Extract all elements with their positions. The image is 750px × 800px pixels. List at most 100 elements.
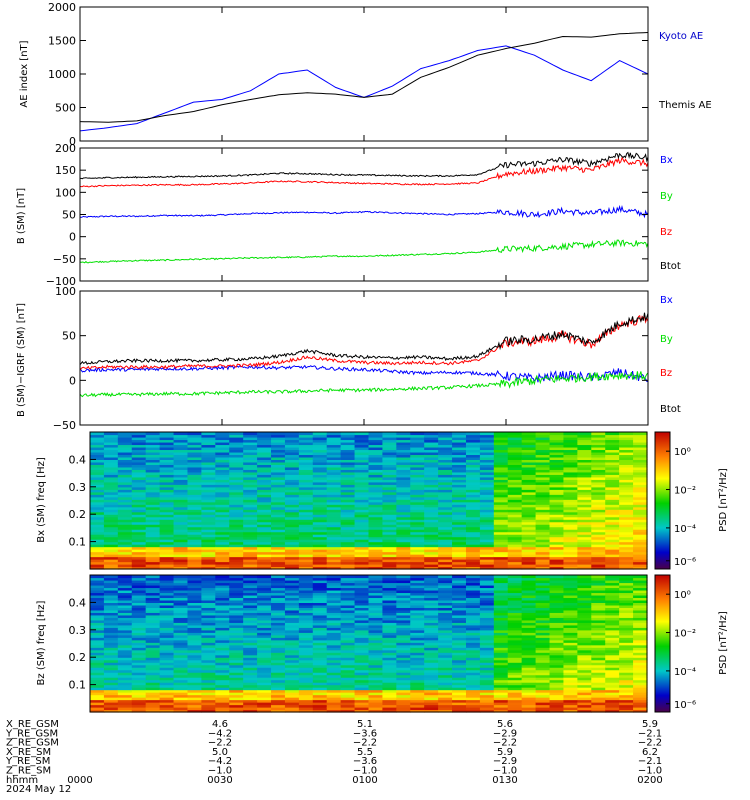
spectrogram-cell <box>396 682 411 686</box>
spectrogram-cell <box>117 672 133 676</box>
spectrogram-cell <box>605 516 620 520</box>
spectrogram-cell <box>633 531 648 535</box>
spectrogram-cell <box>131 619 147 623</box>
spectrogram-cell <box>201 489 216 493</box>
spectrogram-cell <box>549 454 565 458</box>
spectrogram-cell <box>424 584 439 589</box>
spectrogram-cell <box>271 702 286 706</box>
spectrogram-cell <box>201 699 216 703</box>
spectrogram-cell <box>382 614 397 618</box>
spectrogram-cell <box>438 577 453 581</box>
spectrogram-cell <box>424 602 439 606</box>
spectrogram-cell <box>452 684 467 688</box>
spectrogram-cell <box>424 679 439 683</box>
spectrogram-cell <box>465 607 481 611</box>
spectrogram-cell <box>284 594 300 599</box>
spectrogram-cell <box>633 657 648 661</box>
spectrogram-cell <box>410 459 425 463</box>
spectrogram-cell <box>633 476 648 480</box>
spectrogram-cell <box>131 584 147 589</box>
spectrogram-cell <box>131 479 147 483</box>
spectrogram-cell <box>159 582 175 586</box>
spectrogram-cell <box>271 674 286 678</box>
spectrogram-cell <box>521 642 537 646</box>
spectrogram-cell <box>340 679 356 683</box>
spectrogram-cell <box>382 551 397 555</box>
spectrogram-cell <box>145 566 161 570</box>
spectrogram-cell <box>535 634 551 638</box>
spectrogram-cell <box>535 582 551 586</box>
spectrogram-cell <box>619 471 634 475</box>
spectrogram-cell <box>215 624 230 628</box>
spectrogram-cell <box>215 659 230 663</box>
spectrogram-cell <box>438 642 453 646</box>
spectrogram-cell <box>271 587 286 591</box>
spectrogram-cell <box>396 674 411 678</box>
spectrogram-cell <box>368 667 384 671</box>
spectrogram-cell <box>229 694 244 698</box>
spectrogram-cell <box>173 454 189 458</box>
spectrogram-cell <box>243 687 258 691</box>
spectrogram-cell <box>215 496 230 500</box>
spectrogram-cell <box>382 549 397 553</box>
spectrogram-cell <box>549 657 565 661</box>
spectrogram-cell <box>633 617 648 621</box>
spectrogram-cell <box>479 644 495 648</box>
ephemeris-value: 6.2 <box>642 747 658 758</box>
spectrogram-cell <box>452 519 467 523</box>
spectrogram-cell <box>493 499 509 503</box>
spectrogram-cell <box>424 644 439 648</box>
spectrogram-cell <box>201 654 216 658</box>
spectrogram-cell <box>173 531 189 535</box>
spectrogram-cell <box>284 529 300 533</box>
spectrogram-cell <box>452 634 467 638</box>
spectrogram-cell <box>271 609 286 613</box>
spectrogram-cell <box>410 577 425 581</box>
spectrogram-cell <box>619 506 634 510</box>
spectrogram-cell <box>452 622 467 626</box>
spectrogram-cell <box>145 539 161 543</box>
spectrogram-cell <box>479 561 495 565</box>
spectrogram-cell <box>215 687 230 691</box>
spectrogram-cell <box>605 499 620 503</box>
spectrogram-cell <box>229 624 244 628</box>
spectrogram-cell <box>563 694 578 698</box>
ytick-label: 0.4 <box>69 453 87 466</box>
spectrogram-cell <box>619 456 634 460</box>
spectrogram-cell <box>591 506 606 510</box>
spectrogram-cell <box>201 599 216 603</box>
spectrogram-cell <box>535 644 551 648</box>
spectrogram-cell <box>131 594 147 599</box>
spectrogram-cell <box>577 677 592 681</box>
spectrogram-cell <box>521 707 537 711</box>
spectrogram-cell <box>396 501 411 505</box>
spectrogram-cell <box>452 687 467 691</box>
spectrogram-cell <box>284 521 300 525</box>
spectrogram-cell <box>521 519 537 523</box>
spectrogram-cell <box>563 707 578 711</box>
spectrogram-cell <box>382 594 397 599</box>
spectrogram-cell <box>410 466 425 470</box>
spectrogram-cell <box>438 526 453 530</box>
spectrogram-cell <box>103 614 119 618</box>
spectrogram-cell <box>326 551 342 555</box>
spectrogram-cell <box>229 702 244 706</box>
spectrogram-cell <box>271 657 286 661</box>
spectrogram-cell <box>131 509 147 513</box>
spectrogram-cell <box>465 561 481 565</box>
spectrogram-cell <box>633 471 648 475</box>
spectrogram-cell <box>215 627 230 631</box>
spectrogram-cell <box>326 519 342 523</box>
spectrogram-cell <box>187 476 203 480</box>
spectrogram-cell <box>243 559 258 563</box>
spectrogram-cell <box>521 471 537 475</box>
spectrogram-cell <box>424 536 439 540</box>
spectrogram-cell <box>563 479 578 483</box>
spectrogram-cell <box>201 582 216 586</box>
spectrogram-cell <box>215 536 230 540</box>
spectrogram-cell <box>382 617 397 621</box>
spectrogram-cell <box>493 516 509 520</box>
spectrogram-cell <box>410 627 425 631</box>
spectrogram-cell <box>591 544 606 548</box>
